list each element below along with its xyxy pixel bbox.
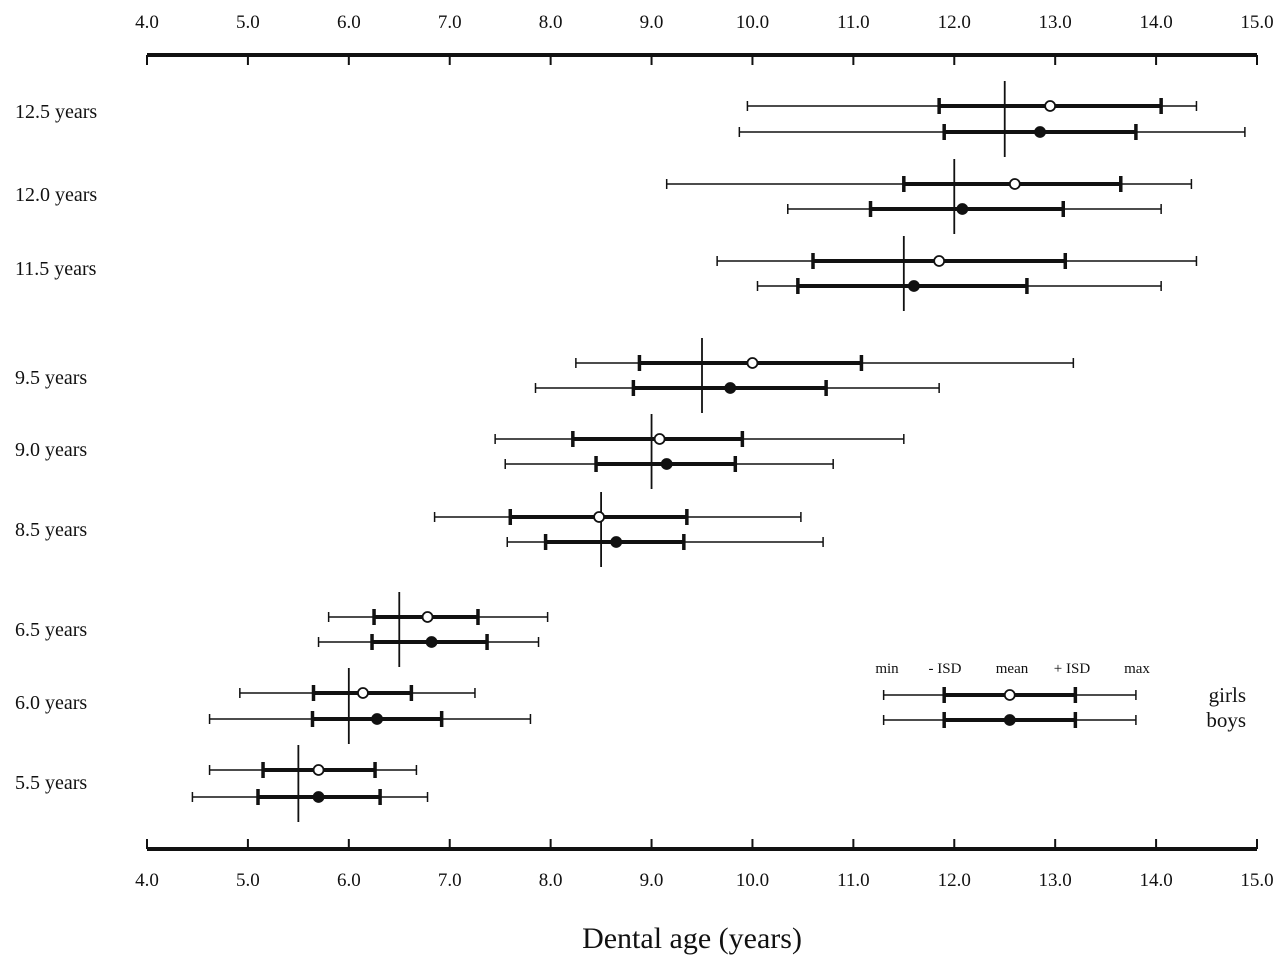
bottom-tick-label: 12.0 [938, 870, 971, 891]
top-tick-label: 5.0 [236, 12, 260, 33]
top-tick-label: 13.0 [1039, 12, 1072, 33]
bottom-tick-label: 14.0 [1139, 870, 1172, 891]
boys-mean-marker [660, 458, 673, 470]
age-group-label: 8.5 years [15, 519, 87, 541]
legend-column-label: max [1124, 661, 1150, 677]
legend-column-label: mean [996, 661, 1029, 677]
girls-mean-marker [421, 611, 434, 623]
legend-series-label: girls [1209, 683, 1246, 707]
girls-mean-marker [1008, 178, 1021, 190]
age-group: 9.0 years [15, 414, 905, 489]
bottom-tick-label: 6.0 [337, 870, 361, 891]
age-group: 5.5 years [15, 745, 429, 822]
top-tick-label: 14.0 [1139, 12, 1172, 33]
age-group: 12.5 years [15, 81, 1246, 157]
bottom-tick-label: 10.0 [736, 870, 769, 891]
age-group-label: 9.5 years [15, 367, 87, 389]
age-group-label: 11.5 years [15, 258, 97, 280]
age-group: 11.5 years [15, 236, 1198, 311]
top-tick-label: 4.0 [135, 12, 159, 33]
boys-mean-marker [908, 280, 920, 292]
legend-boys-mean-marker [1003, 714, 1016, 726]
top-tick-label: 12.0 [938, 12, 971, 33]
bottom-tick-label: 8.0 [539, 870, 563, 891]
top-tick-label: 6.0 [337, 12, 361, 33]
top-tick-label: 10.0 [736, 12, 769, 33]
legend-column-label: min [875, 661, 899, 677]
age-groups: 12.5 years 12.0 years 11.5 years 9.5 years 9… [15, 81, 1246, 822]
girls-mean-marker [312, 764, 325, 776]
top-tick-label: 9.0 [640, 12, 664, 33]
age-group-label: 12.5 years [15, 101, 97, 123]
bottom-tick-label: 13.0 [1039, 870, 1072, 891]
girls-mean-marker [746, 357, 759, 369]
age-group: 9.5 years [15, 338, 1075, 413]
boys-mean-marker [610, 536, 623, 548]
x-axis-title: Dental age (years) [582, 922, 802, 955]
top-axis: 4.0 5.0 6.0 7.0 8.0 9.0 10.0 11.0 12.0 13.0 14.0 15… [135, 12, 1274, 65]
legend-column-label: - ISD [929, 661, 962, 677]
bottom-tick-label: 7.0 [438, 870, 462, 891]
bottom-tick-label: 11.0 [837, 870, 870, 891]
bottom-tick-label: 15.0 [1240, 870, 1273, 891]
top-tick-label: 11.0 [837, 12, 870, 33]
girls-mean-marker [593, 511, 605, 523]
bottom-axis: 4.0 5.0 6.0 7.0 8.0 9.0 10.0 11.0 12.0 13.0 14.0 15… [135, 839, 1274, 891]
boys-mean-marker [1034, 126, 1046, 138]
age-group-label: 9.0 years [15, 439, 87, 461]
boys-mean-marker [956, 203, 969, 215]
top-tick-label: 7.0 [438, 12, 462, 33]
girls-mean-marker [357, 687, 369, 699]
age-group: 12.0 years [15, 159, 1193, 234]
bottom-tick-label: 9.0 [640, 870, 664, 891]
bottom-tick-label: 4.0 [135, 870, 159, 891]
age-group-label: 12.0 years [15, 184, 97, 206]
age-group: 6.0 years [15, 668, 532, 744]
age-group: 8.5 years [15, 492, 824, 567]
top-tick-label: 15.0 [1240, 12, 1273, 33]
legend-series-label: boys [1206, 708, 1246, 732]
girls-mean-marker [1044, 100, 1057, 112]
boys-mean-marker [312, 791, 325, 803]
boys-mean-marker [371, 713, 383, 725]
age-group-label: 6.5 years [15, 619, 87, 641]
boys-mean-marker [724, 382, 737, 394]
boys-mean-marker [425, 636, 438, 648]
bottom-tick-label: 5.0 [236, 870, 260, 891]
age-group-label: 5.5 years [15, 772, 87, 794]
age-group-label: 6.0 years [15, 692, 87, 714]
girls-mean-marker [653, 433, 666, 445]
legend-column-label: + ISD [1054, 661, 1091, 677]
girls-mean-marker [933, 255, 946, 267]
legend-girls-mean-marker [1003, 689, 1016, 701]
age-group: 6.5 years [15, 592, 549, 667]
top-tick-label: 8.0 [539, 12, 563, 33]
